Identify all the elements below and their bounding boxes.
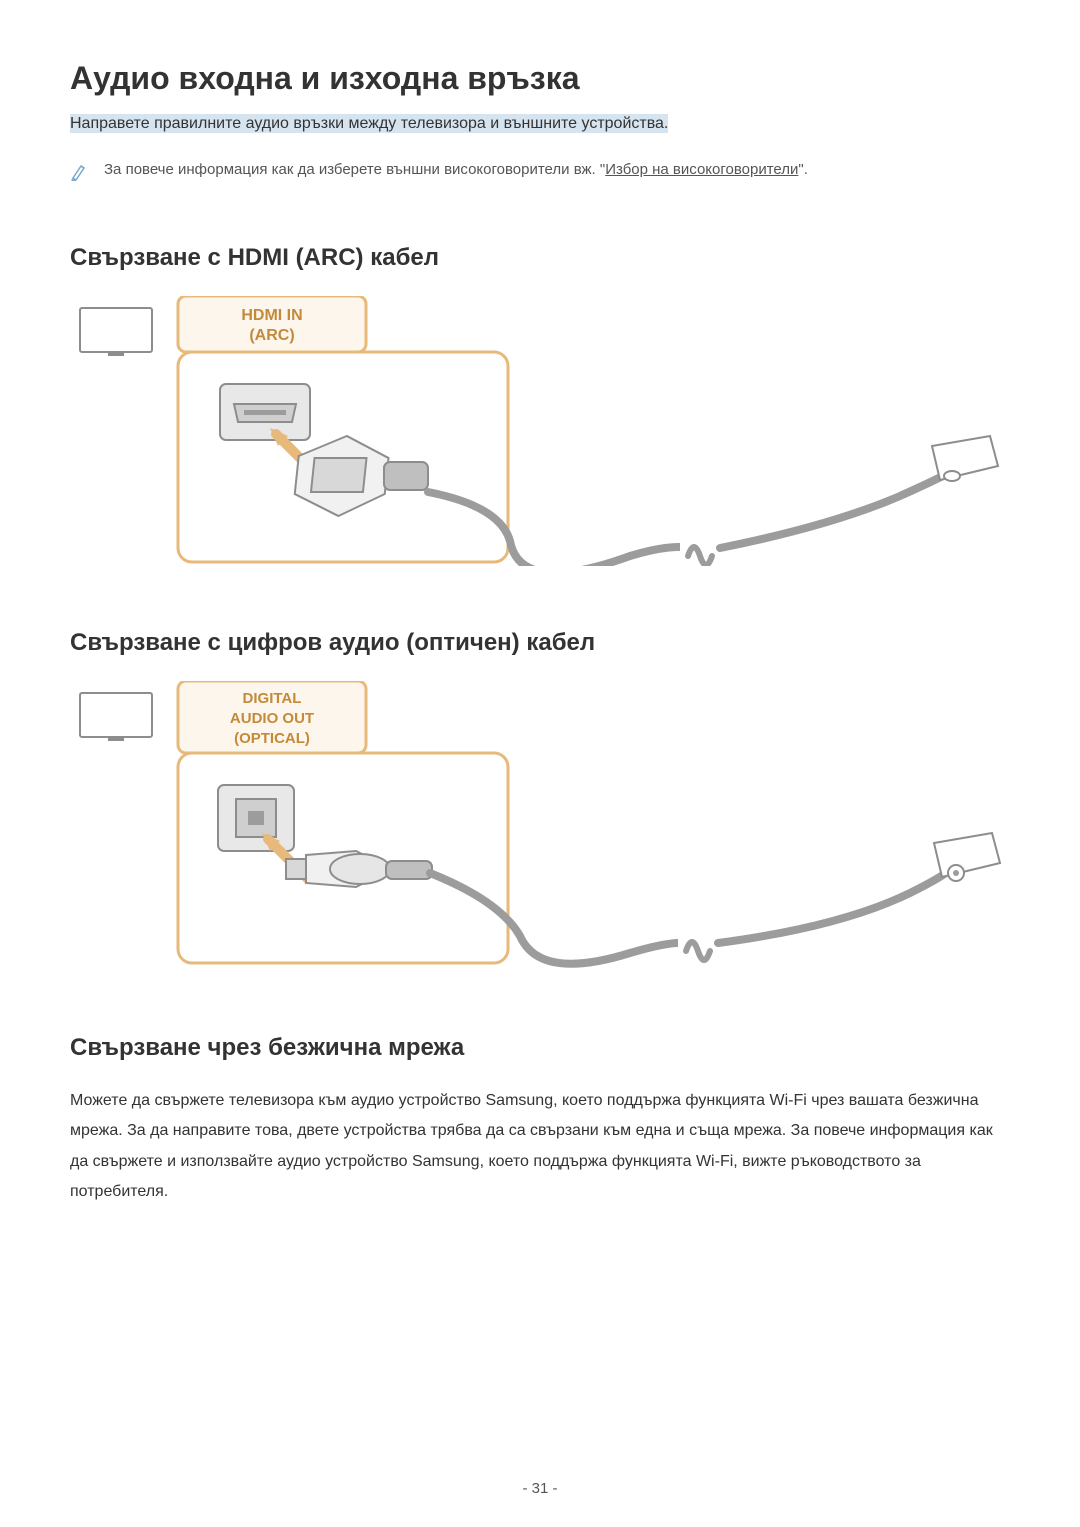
cable-break-icon <box>680 526 720 566</box>
hdmi-label-box: HDMI IN (ARC) <box>178 296 366 352</box>
hdmi-heading: Свързване с HDMI (ARC) кабел <box>70 244 1010 272</box>
wireless-heading: Свързване чрез безжична мрежа <box>70 1034 1010 1062</box>
audio-device-icon <box>934 833 1000 881</box>
svg-text:AUDIO OUT: AUDIO OUT <box>230 710 314 727</box>
note-row: За повече информация как да изберете вън… <box>70 161 1010 186</box>
tv-icon <box>80 308 152 356</box>
page-number: - 31 - <box>0 1480 1080 1497</box>
speaker-selection-link[interactable]: Избор на високоговорители <box>605 161 798 178</box>
hdmi-diagram: HDMI IN (ARC) <box>70 296 1010 571</box>
wireless-body: Можете да свържете телевизора към аудио … <box>70 1086 1010 1208</box>
audio-device-icon <box>932 436 998 481</box>
optical-heading: Свързване с цифров аудио (оптичен) кабел <box>70 629 1010 657</box>
tv-icon <box>80 693 152 741</box>
optical-port-icon <box>218 785 294 851</box>
optical-label-box: DIGITAL AUDIO OUT (OPTICAL) <box>178 681 366 753</box>
svg-text:(OPTICAL): (OPTICAL) <box>234 730 310 747</box>
optical-cable-right <box>718 871 948 943</box>
note-suffix: ". <box>798 161 808 178</box>
intro-text: Направете правилните аудио връзки между … <box>70 114 668 133</box>
hdmi-port-icon <box>220 384 310 440</box>
optical-diagram: DIGITAL AUDIO OUT (OPTICAL) <box>70 681 1010 976</box>
cable-break-icon <box>678 921 718 961</box>
note-prefix: За повече информация как да изберете вън… <box>104 161 605 178</box>
pencil-icon <box>70 163 86 186</box>
svg-text:DIGITAL: DIGITAL <box>243 690 302 707</box>
note-text: За повече информация как да изберете вън… <box>104 161 808 178</box>
hdmi-label-line2: (ARC) <box>249 327 294 344</box>
hdmi-label-line1: HDMI IN <box>241 307 302 324</box>
hdmi-cable-right <box>720 474 946 548</box>
page-title: Аудио входна и изходна връзка <box>70 60 1010 97</box>
